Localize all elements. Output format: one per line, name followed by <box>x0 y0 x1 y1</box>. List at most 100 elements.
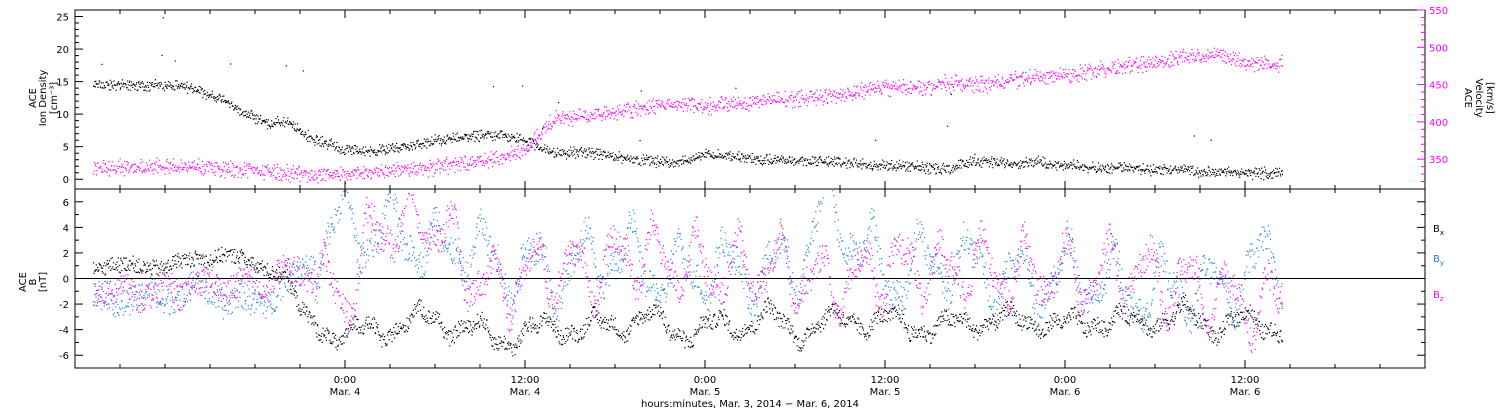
data-point <box>400 326 402 328</box>
data-point <box>1182 171 1184 173</box>
data-point <box>292 165 294 167</box>
data-point <box>151 274 153 276</box>
data-point <box>571 121 573 123</box>
data-point <box>108 84 110 86</box>
data-point <box>329 175 331 177</box>
data-point <box>664 162 666 164</box>
data-point <box>886 164 888 166</box>
data-point <box>407 147 410 149</box>
data-point <box>162 272 164 274</box>
data-point <box>118 271 120 273</box>
data-point <box>929 164 931 166</box>
data-point <box>134 88 136 90</box>
data-point <box>1024 166 1026 168</box>
data-point <box>430 322 432 324</box>
data-point <box>485 160 487 162</box>
data-point <box>489 159 491 161</box>
data-point <box>1215 54 1217 56</box>
data-point <box>466 327 468 329</box>
data-point <box>1137 72 1139 74</box>
data-point <box>764 96 766 98</box>
data-point <box>951 167 953 169</box>
data-point <box>1123 62 1125 64</box>
data-point <box>1148 65 1151 68</box>
data-point <box>394 323 397 325</box>
data-point <box>1210 171 1212 173</box>
data-point <box>121 270 123 272</box>
data-point <box>225 170 227 172</box>
data-point <box>229 251 231 253</box>
data-point <box>275 178 277 180</box>
data-point <box>427 138 429 140</box>
data-point <box>822 104 824 106</box>
data-point <box>1231 60 1233 62</box>
data-point <box>909 87 911 89</box>
data-point <box>1229 61 1231 63</box>
data-point <box>127 162 129 164</box>
data-point <box>294 170 296 173</box>
data-point <box>1250 63 1252 66</box>
data-point <box>277 116 279 118</box>
data-point <box>571 116 573 118</box>
data-point <box>450 161 452 163</box>
data-point <box>139 169 141 171</box>
data-point <box>1189 52 1191 54</box>
data-point <box>281 180 283 182</box>
data-point <box>393 164 395 166</box>
data-point <box>443 139 445 141</box>
data-point <box>1096 170 1098 172</box>
data-point <box>244 173 246 175</box>
data-point <box>475 328 477 330</box>
data-point <box>509 140 511 142</box>
data-point <box>875 87 877 89</box>
data-point <box>428 145 430 147</box>
data-point <box>390 148 392 150</box>
data-point <box>788 157 790 159</box>
data-point <box>1211 174 1213 176</box>
data-point <box>1020 160 1022 162</box>
data-point <box>261 260 263 262</box>
data-point <box>866 166 868 168</box>
data-point <box>717 101 720 103</box>
data-point <box>742 157 744 159</box>
data-point <box>1172 169 1174 172</box>
data-point <box>1216 172 1218 175</box>
data-point <box>1192 52 1194 54</box>
data-point <box>274 167 276 169</box>
data-point <box>337 176 339 178</box>
data-point <box>110 258 112 260</box>
data-point <box>498 137 500 139</box>
data-point <box>97 266 99 268</box>
data-point <box>511 145 513 147</box>
data-point <box>183 83 185 85</box>
data-point <box>815 97 817 99</box>
data-point <box>270 175 272 177</box>
data-point <box>306 306 308 309</box>
data-point <box>971 82 973 84</box>
data-point <box>550 152 552 154</box>
data-point <box>358 332 360 334</box>
data-point <box>1217 174 1219 177</box>
data-point <box>294 172 296 174</box>
data-point <box>614 111 616 113</box>
data-point <box>312 139 314 141</box>
data-point <box>686 110 688 112</box>
data-point <box>1169 54 1171 56</box>
data-point <box>265 267 267 269</box>
data-point <box>674 165 676 167</box>
data-point <box>667 161 669 163</box>
data-point <box>484 152 486 154</box>
data-point <box>351 153 353 155</box>
data-point <box>589 150 591 153</box>
data-point <box>550 128 552 130</box>
data-point <box>362 177 364 179</box>
data-point <box>1146 66 1148 68</box>
data-point <box>644 107 646 109</box>
data-point <box>1059 165 1061 167</box>
data-point <box>222 171 224 173</box>
data-point <box>350 150 352 152</box>
data-point <box>1138 66 1140 68</box>
data-point <box>656 103 658 105</box>
data-point <box>501 163 504 165</box>
data-point <box>420 309 422 311</box>
